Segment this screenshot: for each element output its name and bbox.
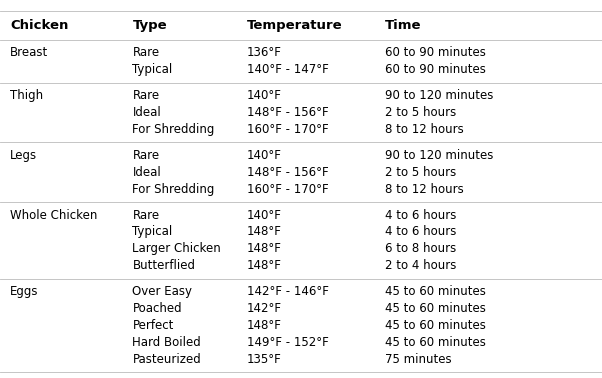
Text: 148°F: 148°F [247, 226, 282, 239]
Text: 140°F - 147°F: 140°F - 147°F [247, 63, 329, 76]
Text: 135°F: 135°F [247, 353, 282, 366]
Text: Rare: Rare [132, 209, 160, 222]
Text: 90 to 120 minutes: 90 to 120 minutes [385, 149, 494, 162]
Text: 2 to 4 hours: 2 to 4 hours [385, 259, 457, 272]
Text: 75 minutes: 75 minutes [385, 353, 452, 366]
Text: 136°F: 136°F [247, 46, 282, 59]
Text: Ideal: Ideal [132, 166, 161, 179]
Text: For Shredding: For Shredding [132, 123, 215, 136]
Text: Whole Chicken: Whole Chicken [10, 209, 98, 222]
Text: 2 to 5 hours: 2 to 5 hours [385, 166, 456, 179]
Text: Poached: Poached [132, 302, 182, 315]
Text: 2 to 5 hours: 2 to 5 hours [385, 106, 456, 119]
Text: 45 to 60 minutes: 45 to 60 minutes [385, 302, 486, 315]
Text: Thigh: Thigh [10, 89, 43, 102]
Text: Temperature: Temperature [247, 19, 343, 32]
Text: 4 to 6 hours: 4 to 6 hours [385, 209, 457, 222]
Text: Ideal: Ideal [132, 106, 161, 119]
Text: 148°F - 156°F: 148°F - 156°F [247, 106, 329, 119]
Text: 148°F: 148°F [247, 319, 282, 332]
Text: Chicken: Chicken [10, 19, 69, 32]
Text: 6 to 8 hours: 6 to 8 hours [385, 242, 456, 256]
Text: 140°F: 140°F [247, 89, 282, 102]
Text: 148°F - 156°F: 148°F - 156°F [247, 166, 329, 179]
Text: For Shredding: For Shredding [132, 183, 215, 195]
Text: 160°F - 170°F: 160°F - 170°F [247, 183, 329, 195]
Text: Rare: Rare [132, 46, 160, 59]
Text: 142°F - 146°F: 142°F - 146°F [247, 285, 329, 298]
Text: 148°F: 148°F [247, 242, 282, 256]
Text: 160°F - 170°F: 160°F - 170°F [247, 123, 329, 136]
Text: 142°F: 142°F [247, 302, 282, 315]
Text: 60 to 90 minutes: 60 to 90 minutes [385, 46, 486, 59]
Text: Over Easy: Over Easy [132, 285, 193, 298]
Text: Perfect: Perfect [132, 319, 174, 332]
Text: 90 to 120 minutes: 90 to 120 minutes [385, 89, 494, 102]
Text: Type: Type [132, 19, 167, 32]
Text: 149°F - 152°F: 149°F - 152°F [247, 336, 329, 349]
Text: Butterflied: Butterflied [132, 259, 196, 272]
Text: 140°F: 140°F [247, 209, 282, 222]
Text: 45 to 60 minutes: 45 to 60 minutes [385, 319, 486, 332]
Text: Larger Chicken: Larger Chicken [132, 242, 221, 256]
Text: Hard Boiled: Hard Boiled [132, 336, 201, 349]
Text: Eggs: Eggs [10, 285, 39, 298]
Text: 60 to 90 minutes: 60 to 90 minutes [385, 63, 486, 76]
Text: Typical: Typical [132, 226, 173, 239]
Text: 8 to 12 hours: 8 to 12 hours [385, 183, 464, 195]
Text: Rare: Rare [132, 149, 160, 162]
Text: 140°F: 140°F [247, 149, 282, 162]
Text: Time: Time [385, 19, 422, 32]
Text: 45 to 60 minutes: 45 to 60 minutes [385, 285, 486, 298]
Text: Rare: Rare [132, 89, 160, 102]
Text: 45 to 60 minutes: 45 to 60 minutes [385, 336, 486, 349]
Text: Pasteurized: Pasteurized [132, 353, 201, 366]
Text: Typical: Typical [132, 63, 173, 76]
Text: Breast: Breast [10, 46, 49, 59]
Text: 4 to 6 hours: 4 to 6 hours [385, 226, 457, 239]
Text: 148°F: 148°F [247, 259, 282, 272]
Text: Legs: Legs [10, 149, 37, 162]
Text: 8 to 12 hours: 8 to 12 hours [385, 123, 464, 136]
